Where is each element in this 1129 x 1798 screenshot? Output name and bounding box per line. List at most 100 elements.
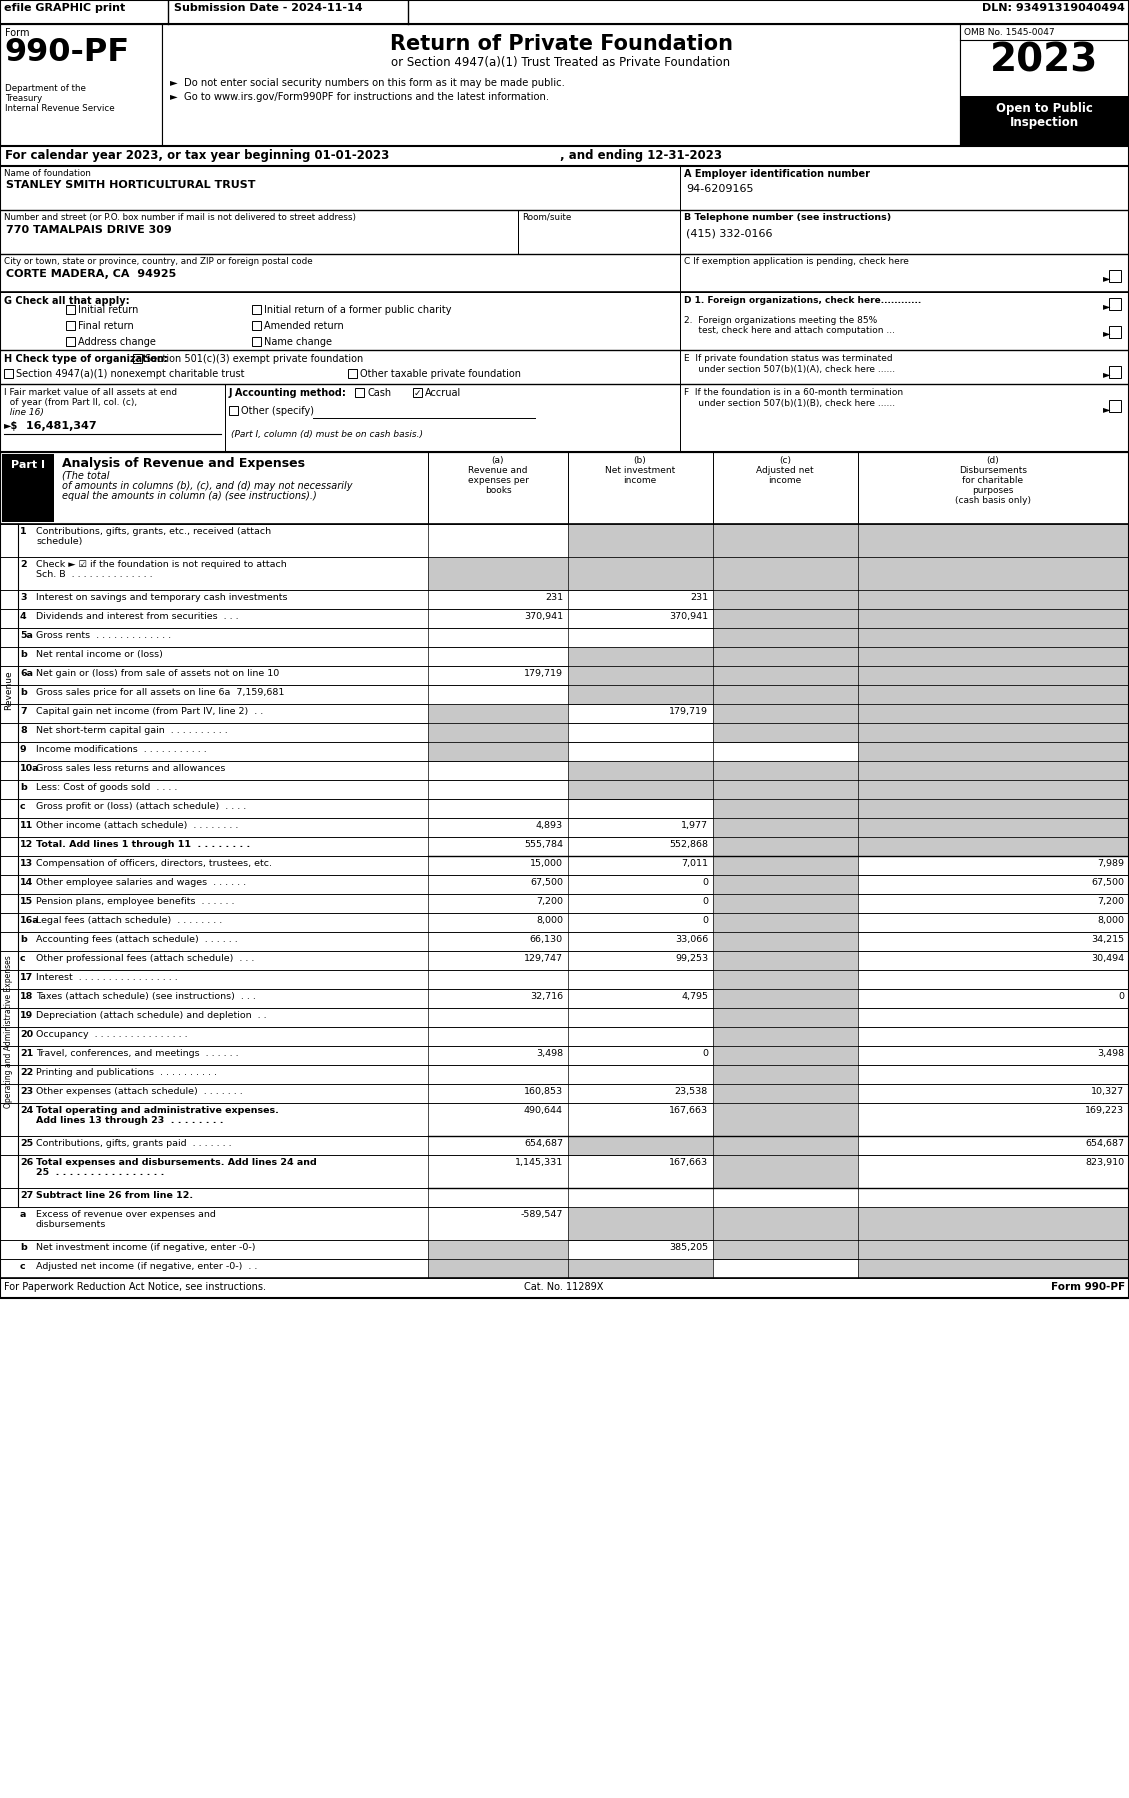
Bar — [252, 336, 261, 345]
Bar — [960, 95, 1129, 146]
Bar — [714, 1154, 858, 1188]
Text: 0: 0 — [1118, 992, 1124, 1001]
Text: (The total: (The total — [62, 471, 110, 482]
Bar — [714, 647, 858, 665]
Text: Adjusted net: Adjusted net — [756, 466, 814, 475]
Text: 552,868: 552,868 — [669, 840, 708, 849]
Text: G Check all that apply:: G Check all that apply: — [5, 297, 130, 306]
Bar — [0, 647, 1129, 665]
Bar — [858, 685, 1129, 705]
Text: Total operating and administrative expenses.: Total operating and administrative expen… — [36, 1106, 279, 1115]
Text: Total expenses and disbursements. Add lines 24 and: Total expenses and disbursements. Add li… — [36, 1158, 317, 1167]
Bar — [428, 743, 568, 761]
Text: 231: 231 — [545, 593, 563, 602]
Bar — [133, 354, 142, 363]
Text: 18: 18 — [20, 992, 34, 1001]
Text: Section 501(c)(3) exempt private foundation: Section 501(c)(3) exempt private foundat… — [145, 354, 364, 363]
Text: ✓: ✓ — [413, 388, 421, 397]
Text: 231: 231 — [690, 593, 708, 602]
Text: City or town, state or province, country, and ZIP or foreign postal code: City or town, state or province, country… — [5, 257, 313, 266]
Bar — [858, 798, 1129, 818]
Text: Net gain or (loss) from sale of assets not on line 10: Net gain or (loss) from sale of assets n… — [36, 669, 279, 678]
Text: 654,687: 654,687 — [1085, 1138, 1124, 1147]
Text: Other expenses (attach schedule)  . . . . . . .: Other expenses (attach schedule) . . . .… — [36, 1088, 243, 1097]
Text: of year (from Part II, col. (c),: of year (from Part II, col. (c), — [5, 397, 137, 406]
Text: 99,253: 99,253 — [675, 955, 708, 964]
Text: 7,989: 7,989 — [1097, 859, 1124, 868]
Bar — [2, 455, 54, 521]
Bar — [0, 1027, 1129, 1046]
Bar — [680, 385, 1129, 451]
Text: disbursements: disbursements — [36, 1221, 106, 1230]
Text: Form: Form — [5, 29, 29, 38]
Text: Section 4947(a)(1) nonexempt charitable trust: Section 4947(a)(1) nonexempt charitable … — [16, 369, 245, 379]
Bar — [714, 989, 858, 1009]
Bar — [0, 165, 680, 210]
Bar — [714, 1009, 858, 1027]
Bar — [858, 761, 1129, 780]
Bar — [0, 628, 1129, 647]
Text: 12: 12 — [20, 840, 33, 849]
Text: c: c — [20, 1262, 26, 1271]
Bar — [714, 856, 858, 876]
Text: 14: 14 — [20, 877, 33, 886]
Text: Other professional fees (attach schedule)  . . .: Other professional fees (attach schedule… — [36, 955, 254, 964]
Text: Submission Date - 2024-11-14: Submission Date - 2024-11-14 — [174, 4, 362, 13]
Text: 2: 2 — [20, 559, 27, 568]
Bar — [0, 818, 1129, 838]
Text: OMB No. 1545-0047: OMB No. 1545-0047 — [964, 29, 1054, 38]
Text: Return of Private Foundation: Return of Private Foundation — [390, 34, 733, 54]
Text: Open to Public: Open to Public — [996, 102, 1093, 115]
Bar — [0, 685, 1129, 705]
Text: Contributions, gifts, grants, etc., received (attach: Contributions, gifts, grants, etc., rece… — [36, 527, 271, 536]
Bar — [568, 685, 714, 705]
Bar — [518, 210, 680, 254]
Bar — [0, 894, 1129, 913]
Text: ►  Go to www.irs.gov/Form990PF for instructions and the latest information.: ► Go to www.irs.gov/Form990PF for instru… — [170, 92, 549, 102]
Text: 370,941: 370,941 — [524, 611, 563, 620]
Bar — [0, 723, 1129, 743]
Text: 823,910: 823,910 — [1085, 1158, 1124, 1167]
Text: 4,893: 4,893 — [536, 822, 563, 831]
Text: Cat. No. 11289X: Cat. No. 11289X — [524, 1282, 604, 1293]
Bar — [0, 1064, 1129, 1084]
Text: 66,130: 66,130 — [530, 935, 563, 944]
Bar — [680, 291, 1129, 408]
Text: 7: 7 — [20, 707, 27, 716]
Bar — [0, 798, 1129, 818]
Text: 23,538: 23,538 — [675, 1088, 708, 1097]
Text: under section 507(b)(1)(A), check here ......: under section 507(b)(1)(A), check here .… — [684, 365, 895, 374]
Bar — [960, 23, 1129, 146]
Bar — [0, 1046, 1129, 1064]
Text: 10,327: 10,327 — [1091, 1088, 1124, 1097]
Bar — [714, 894, 858, 913]
Bar — [0, 989, 1129, 1009]
Text: Income modifications  . . . . . . . . . . .: Income modifications . . . . . . . . . .… — [36, 744, 207, 753]
Text: Other (specify): Other (specify) — [240, 406, 314, 415]
Text: 26: 26 — [20, 1158, 33, 1167]
Text: 7,011: 7,011 — [681, 859, 708, 868]
Bar — [858, 1206, 1129, 1241]
Bar — [0, 1009, 1129, 1027]
Bar — [858, 743, 1129, 761]
Bar — [714, 1046, 858, 1064]
Text: Name of foundation: Name of foundation — [5, 169, 90, 178]
Bar — [0, 931, 1129, 951]
Text: 32,716: 32,716 — [530, 992, 563, 1001]
Bar — [0, 1259, 1129, 1278]
Text: Sch. B  . . . . . . . . . . . . . .: Sch. B . . . . . . . . . . . . . . — [36, 570, 152, 579]
Text: Cash: Cash — [367, 388, 391, 397]
Bar — [858, 590, 1129, 610]
Bar — [568, 557, 714, 590]
Bar — [0, 590, 1129, 610]
Text: under section 507(b)(1)(B), check here ......: under section 507(b)(1)(B), check here .… — [684, 399, 895, 408]
Bar — [0, 1206, 1129, 1241]
Text: 15,000: 15,000 — [530, 859, 563, 868]
Bar — [714, 969, 858, 989]
Bar — [229, 406, 238, 415]
Bar — [0, 254, 680, 291]
Bar — [680, 254, 1129, 291]
Bar — [0, 23, 161, 146]
Text: ✓: ✓ — [133, 354, 141, 363]
Text: Other employee salaries and wages  . . . . . .: Other employee salaries and wages . . . … — [36, 877, 246, 886]
